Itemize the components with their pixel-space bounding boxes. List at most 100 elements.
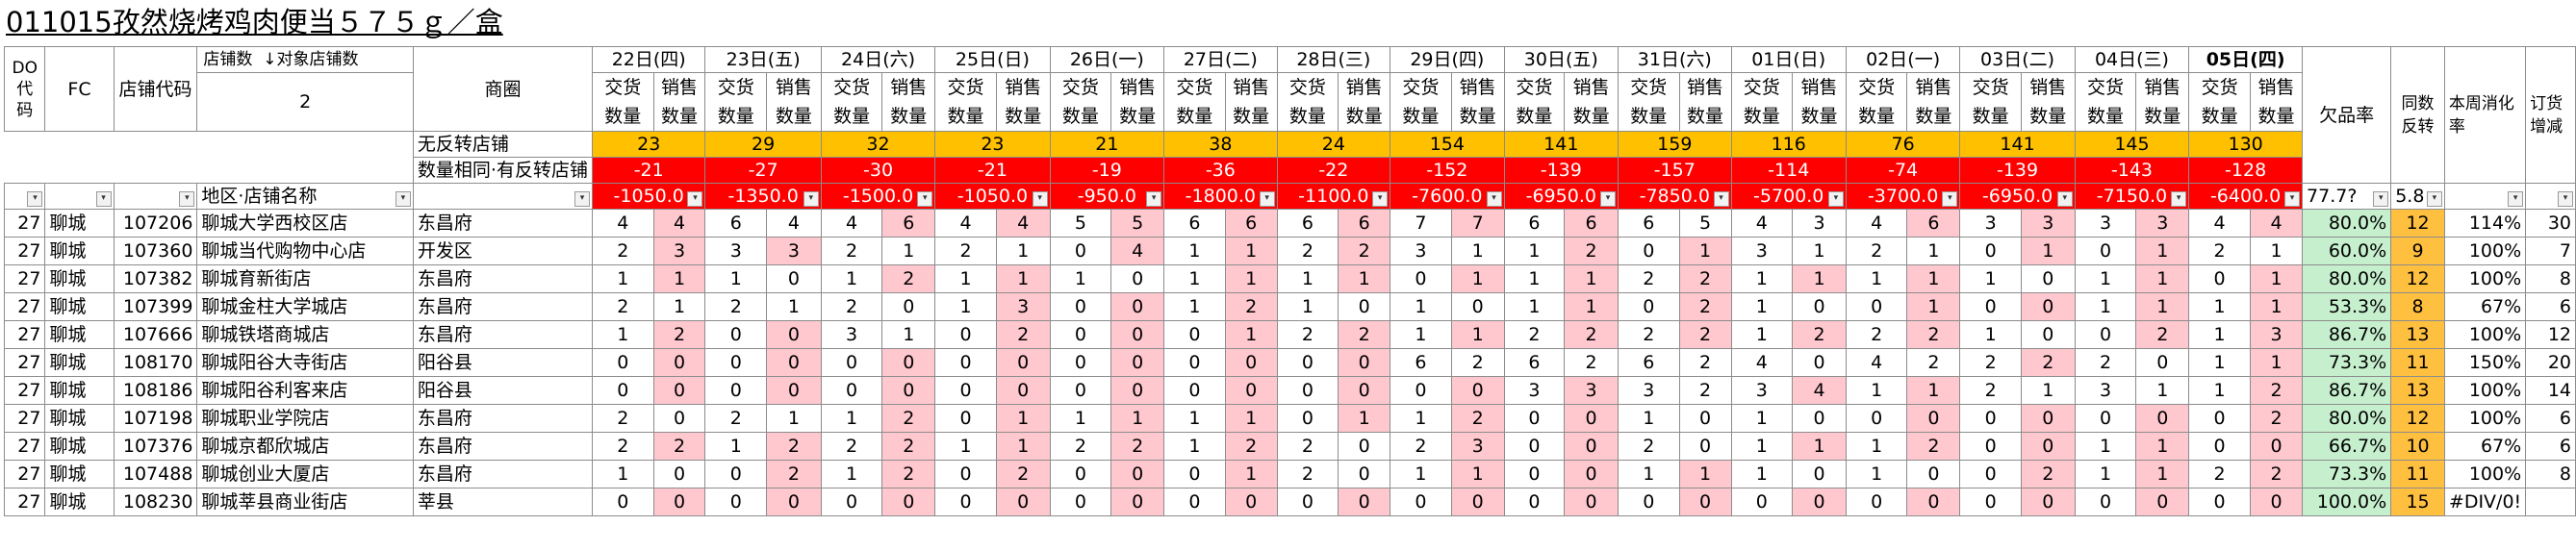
store-count-value[interactable]: 2 xyxy=(196,72,414,132)
sales-qty-cell[interactable]: 6 xyxy=(1224,209,1278,238)
weekly-rate-cell[interactable]: 100% xyxy=(2443,237,2527,265)
filter-dropdown-icon[interactable]: ▾ xyxy=(1486,191,1502,207)
region-total-value[interactable]: -3700.0 ▾ xyxy=(1845,183,1961,210)
deliver-qty-cell[interactable]: 2 xyxy=(1845,237,1908,265)
filter-dropdown-icon[interactable]: ▾ xyxy=(574,191,590,207)
sales-qty-cell[interactable]: 5 xyxy=(1678,209,1732,238)
sales-qty-cell[interactable]: 2 xyxy=(652,432,706,461)
deliver-qty-cell[interactable]: 6 xyxy=(1503,209,1566,238)
deliver-qty-cell[interactable]: 7 xyxy=(1390,209,1452,238)
do-code-cell[interactable]: 27 xyxy=(3,348,46,377)
sales-qty-cell[interactable]: 3 xyxy=(1564,376,1620,405)
deliver-qty-cell[interactable]: 2 xyxy=(2074,348,2137,377)
deliver-qty-cell[interactable]: 1 xyxy=(1503,237,1566,265)
deliver-qty-cell[interactable]: 0 xyxy=(820,348,883,377)
order-change-cell[interactable]: 20 xyxy=(2525,348,2576,377)
sales-qty-cell[interactable]: 0 xyxy=(1450,488,1505,516)
region-total-value[interactable]: -1800.0 ▾ xyxy=(1163,183,1278,210)
store-name-cell[interactable]: 聊城育新街店 xyxy=(196,264,414,293)
deliver-qty-cell[interactable]: 0 xyxy=(2188,264,2251,293)
sales-qty-cell[interactable]: 0 xyxy=(995,488,1051,516)
deliver-qty-cell[interactable]: 6 xyxy=(704,209,767,238)
same-reverse-cell[interactable]: 12 xyxy=(2390,209,2445,238)
sales-qty-cell[interactable]: 2 xyxy=(2249,460,2304,488)
same-reverse-cell[interactable]: 12 xyxy=(2390,404,2445,433)
deliver-qty-cell[interactable]: 2 xyxy=(1049,432,1112,461)
sales-qty-cell[interactable]: 1 xyxy=(1678,237,1732,265)
sales-qty-cell[interactable]: 1 xyxy=(1224,237,1278,265)
sales-qty-cell[interactable]: 0 xyxy=(652,404,706,433)
deliver-qty-cell[interactable]: 2 xyxy=(1618,264,1680,293)
sales-qty-cell[interactable]: 1 xyxy=(2249,237,2304,265)
deliver-qty-cell[interactable]: 1 xyxy=(1163,292,1226,321)
deliver-qty-cell[interactable]: 0 xyxy=(1618,237,1680,265)
sales-qty-cell[interactable]: 0 xyxy=(2135,404,2190,433)
sales-qty-cell[interactable]: 0 xyxy=(1792,460,1847,488)
do-code-cell[interactable]: 27 xyxy=(3,237,46,265)
deliver-qty-cell[interactable]: 0 xyxy=(1276,404,1339,433)
store-name-cell[interactable]: 聊城莘县商业街店 xyxy=(196,488,414,516)
deliver-qty-cell[interactable]: 6 xyxy=(1503,348,1566,377)
sales-qty-cell[interactable]: 0 xyxy=(2135,348,2190,377)
deliver-qty-cell[interactable]: 1 xyxy=(1730,320,1794,349)
sales-qty-cell[interactable]: 0 xyxy=(1564,404,1620,433)
area-cell[interactable]: 东昌府 xyxy=(412,404,593,433)
deliver-qty-cell[interactable]: 0 xyxy=(1618,488,1680,516)
sales-qty-cell[interactable]: 3 xyxy=(1450,432,1505,461)
filter-dropdown-icon[interactable]: ▾ xyxy=(1827,191,1844,207)
order-change-cell[interactable]: 6 xyxy=(2525,432,2576,461)
region-total-value[interactable]: -1350.0 ▾ xyxy=(704,183,822,210)
deliver-qty-cell[interactable]: 0 xyxy=(1163,348,1226,377)
sales-qty-cell[interactable]: 0 xyxy=(1110,348,1165,377)
sales-qty-cell[interactable]: 2 xyxy=(1338,320,1391,349)
sales-qty-cell[interactable]: 1 xyxy=(1110,404,1165,433)
region-total-value[interactable]: -1050.0 ▾ xyxy=(934,183,1051,210)
sales-qty-cell[interactable]: 1 xyxy=(1792,237,1847,265)
area-cell[interactable]: 阳谷县 xyxy=(412,376,593,405)
deliver-qty-cell[interactable]: 0 xyxy=(1959,237,2022,265)
sales-qty-cell[interactable]: 0 xyxy=(1792,488,1847,516)
region-total-value[interactable]: -7600.0 ▾ xyxy=(1390,183,1505,210)
sales-qty-cell[interactable]: 1 xyxy=(2249,292,2304,321)
same-reverse-cell[interactable]: 10 xyxy=(2390,432,2445,461)
sales-qty-cell[interactable]: 0 xyxy=(1450,376,1505,405)
sales-qty-cell[interactable]: 0 xyxy=(1338,376,1391,405)
sales-qty-cell[interactable]: 0 xyxy=(652,460,706,488)
reverse-avg-cell[interactable]: 5.8 ▾ xyxy=(2390,183,2445,210)
deliver-qty-cell[interactable]: 1 xyxy=(1049,404,1112,433)
sales-qty-cell[interactable]: 2 xyxy=(995,460,1051,488)
deliver-qty-cell[interactable]: 2 xyxy=(1618,432,1680,461)
do-code-cell[interactable]: 27 xyxy=(3,376,46,405)
sales-qty-cell[interactable]: 0 xyxy=(1110,460,1165,488)
filter-dropdown-icon[interactable]: ▾ xyxy=(917,191,933,207)
fc-cell[interactable]: 聊城 xyxy=(44,320,115,349)
sales-qty-cell[interactable]: 1 xyxy=(1224,320,1278,349)
sales-qty-cell[interactable]: 2 xyxy=(1906,432,1961,461)
store-name-cell[interactable]: 聊城创业大厦店 xyxy=(196,460,414,488)
deliver-qty-cell[interactable]: 2 xyxy=(1276,432,1339,461)
sales-qty-cell[interactable]: 0 xyxy=(766,320,822,349)
deliver-qty-cell[interactable]: 5 xyxy=(1049,209,1112,238)
store-code-cell[interactable]: 107382 xyxy=(113,264,198,293)
filter-dropdown-icon[interactable]: ▾ xyxy=(2558,191,2573,207)
sales-qty-cell[interactable]: 2 xyxy=(1450,348,1505,377)
area-cell[interactable]: 东昌府 xyxy=(412,209,593,238)
deliver-qty-cell[interactable]: 2 xyxy=(1503,320,1566,349)
filter-dropdown-icon[interactable]: ▾ xyxy=(687,191,703,207)
deliver-qty-cell[interactable]: 3 xyxy=(2074,209,2137,238)
deliver-qty-cell[interactable]: 4 xyxy=(1845,348,1908,377)
deliver-qty-cell[interactable]: 4 xyxy=(1730,348,1794,377)
table-row[interactable]: 27 聊城 107198 聊城职业学院店 东昌府 2 0 2 1 1 2 0 1 1 1 1 1 0 1 1 2 0 0 1 0… xyxy=(3,404,2576,433)
sales-qty-cell[interactable]: 1 xyxy=(1450,264,1505,293)
deliver-qty-cell[interactable]: 4 xyxy=(1845,209,1908,238)
deliver-qty-cell[interactable]: 1 xyxy=(1503,264,1566,293)
deliver-qty-cell[interactable]: 0 xyxy=(1959,488,2022,516)
deliver-qty-cell[interactable]: 0 xyxy=(1049,320,1112,349)
deliver-qty-cell[interactable]: 3 xyxy=(2074,376,2137,405)
sales-qty-cell[interactable]: 0 xyxy=(1792,292,1847,321)
deliver-qty-cell[interactable]: 4 xyxy=(934,209,997,238)
deliver-qty-cell[interactable]: 1 xyxy=(1163,264,1226,293)
deliver-qty-cell[interactable]: 1 xyxy=(1049,264,1112,293)
sales-qty-cell[interactable]: 0 xyxy=(652,488,706,516)
order-change-cell[interactable] xyxy=(2525,488,2576,516)
